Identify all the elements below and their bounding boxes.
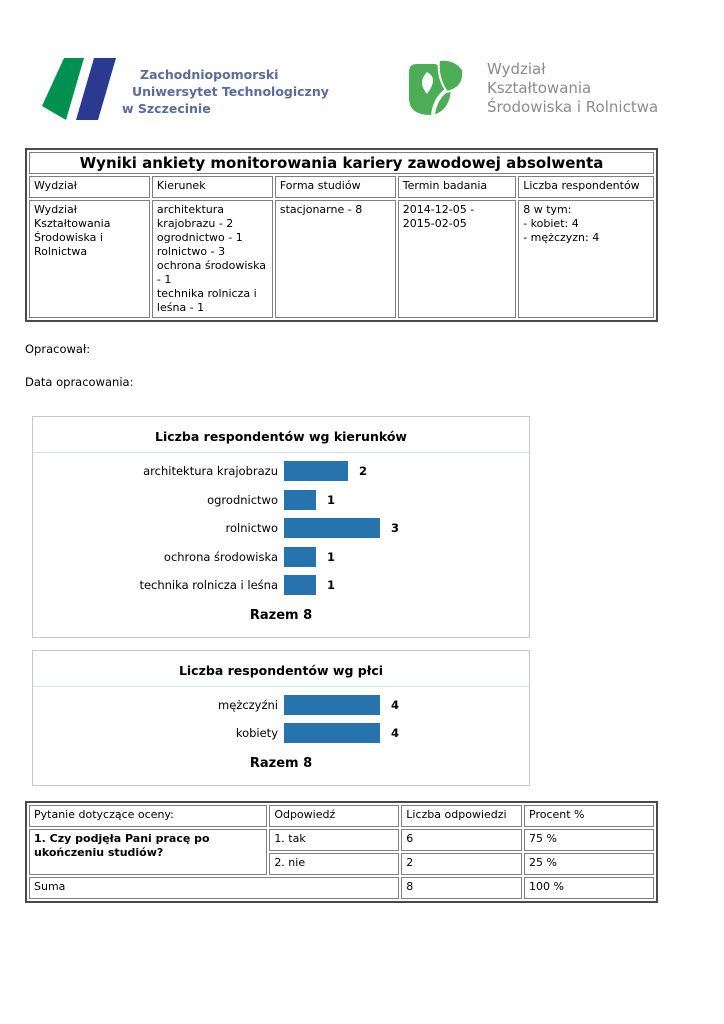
column-header-procent: Procent %: [524, 804, 654, 827]
bar-value: 1: [327, 549, 336, 564]
cell-answer-label: 1. tak: [269, 828, 400, 851]
cell-suma-count: 8: [401, 876, 522, 899]
table-row-suma: Suma 8 100 %: [29, 876, 654, 899]
cell-answer-percent: 25 %: [524, 852, 654, 875]
chart-row: ogrodnictwo 1: [33, 486, 529, 515]
chart-row: architektura krajobrazu 2: [33, 457, 529, 486]
cell-suma-label: Suma: [29, 876, 400, 899]
bar: [284, 489, 316, 510]
cell-answer-count: 2: [401, 852, 522, 875]
zut-logo: Zachodniopomorski Uniwersytet Technologi…: [38, 58, 405, 122]
cell-question: 1. Czy podjęła Pani pracę po ukończeniu …: [29, 828, 268, 875]
chart-row: mężczyźni 4: [33, 691, 529, 720]
chart-row: ochrona środowiska 1: [33, 543, 529, 572]
zut-logo-line1: Zachodniopomorski: [140, 67, 279, 82]
bar: [284, 694, 380, 715]
bar-value: 1: [327, 492, 336, 507]
chart-row: rolnictwo 3: [33, 514, 529, 543]
zut-logo-line2: Uniwersytet Technologiczny: [132, 84, 329, 99]
chart-total-label: Razem 8: [249, 755, 313, 771]
bar-value: 3: [391, 521, 400, 536]
chart-row: kobiety 4: [33, 719, 529, 748]
bar-label: ogrodnictwo: [207, 492, 278, 507]
column-header-forma: Forma studiów: [274, 176, 396, 198]
chart-bars-area: architektura krajobrazu 2 ogrodnictwo 1 roln…: [33, 457, 529, 600]
column-header-termin: Termin badania: [397, 176, 517, 198]
column-header-liczba-odpowiedzi: Liczba odpowiedzi: [401, 804, 522, 827]
bar: [284, 546, 316, 567]
wksir-logo-line2: Kształtowania: [487, 79, 592, 97]
opracowal-label: Opracował:: [25, 342, 91, 356]
cell-answer-count: 6: [401, 828, 522, 851]
cell-answer-percent: 75 %: [524, 828, 654, 851]
bar-value: 1: [327, 578, 336, 593]
column-header-liczba: Liczba respondentów: [518, 176, 654, 198]
chart-title-divider: [33, 685, 529, 687]
chart-panel-kierunki: Liczba respondentów wg kierunków archite…: [32, 416, 530, 638]
data-opracowania-label: Data opracowania:: [25, 375, 134, 389]
cell-liczba: 8 w tym: - kobiet: 4 - mężczyzn: 4: [518, 200, 654, 318]
bar-value: 4: [391, 697, 400, 712]
column-header-pytanie: Pytanie dotyczące oceny:: [29, 804, 268, 827]
bar: [284, 575, 316, 596]
zut-logo-text: Zachodniopomorski Uniwersytet Technologi…: [122, 66, 329, 117]
wksir-logo-line1: Wydział: [487, 60, 546, 78]
header-logos: Zachodniopomorski Uniwersytet Technologi…: [0, 0, 724, 122]
bar-label: architektura krajobrazu: [143, 464, 278, 479]
page-title: Wyniki ankiety monitorowania kariery zaw…: [29, 152, 654, 174]
bar-label: ochrona środowiska: [163, 549, 278, 564]
table-row: 1. Czy podjęła Pani pracę po ukończeniu …: [29, 828, 654, 875]
cell-answer-label: 2. nie: [269, 852, 400, 875]
bar-label: rolnictwo: [225, 521, 278, 536]
bar: [284, 461, 348, 482]
bar-value: 2: [359, 464, 368, 479]
chart-total-label: Razem 8: [249, 607, 313, 623]
bar-value: 4: [391, 726, 400, 741]
chart-title-divider: [33, 452, 529, 453]
zut-logo-icon: [42, 58, 116, 120]
wksir-logo-text: Wydział Kształtowania Środowiska i Rolni…: [487, 60, 658, 117]
question-table: Pytanie dotyczące oceny: Odpowiedź Liczb…: [25, 800, 658, 903]
zut-logo-line3: w Szczecinie: [122, 101, 211, 116]
column-header-wydzial: Wydział: [29, 176, 150, 198]
wksir-logo-line3: Środowiska i Rolnictwa: [487, 98, 659, 116]
table-header-row: Pytanie dotyczące oceny: Odpowiedź Liczb…: [29, 804, 654, 827]
table-header-row: Wydział Kierunek Forma studiów Termin ba…: [29, 176, 654, 198]
cell-termin: 2014-12-05 - 2015-02-05: [397, 200, 517, 318]
column-header-kierunek: Kierunek: [151, 176, 273, 198]
leaf-icon: [409, 58, 465, 116]
bar-label: mężczyźni: [218, 697, 278, 712]
bar-label: kobiety: [235, 726, 278, 741]
cell-forma: stacjonarne - 8: [274, 200, 396, 318]
table-row: 2. nie 2 25 %: [29, 852, 654, 875]
chart-row: technika rolnicza i leśna 1: [33, 571, 529, 600]
chart-title: Liczba respondentów wg kierunków: [155, 429, 407, 444]
table-row: Wydział Kształtowania Środowiska i Rolni…: [29, 200, 654, 318]
chart-panel-plec: Liczba respondentów wg płci mężczyźni 4 ko…: [32, 649, 530, 786]
cell-kierunek: architektura krajobrazu - 2 ogrodnictwo …: [151, 200, 273, 318]
chart-title: Liczba respondentów wg płci: [178, 662, 384, 678]
cell-wydzial: Wydział Kształtowania Środowiska i Rolni…: [29, 200, 150, 318]
cell-suma-percent: 100 %: [524, 876, 654, 899]
bar: [284, 723, 380, 744]
chart-bars-area: mężczyźni 4 kobiety 4: [33, 691, 529, 748]
survey-info-table: Wyniki ankiety monitorowania kariery zaw…: [25, 148, 658, 322]
bar: [284, 518, 380, 539]
bar-label: technika rolnicza i leśna: [139, 578, 278, 593]
wksir-logo: Wydział Kształtowania Środowiska i Rolni…: [405, 58, 658, 122]
column-header-odpowiedz: Odpowiedź: [269, 804, 400, 827]
